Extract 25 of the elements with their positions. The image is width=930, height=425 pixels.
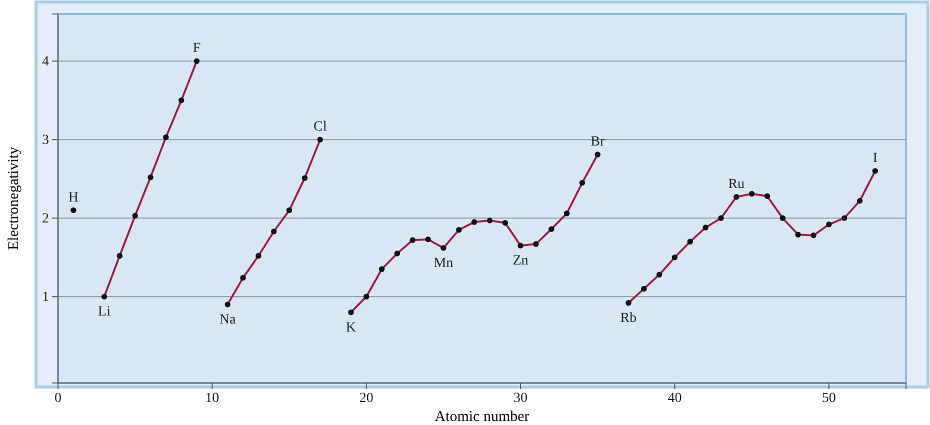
y-tick-label: 3 <box>42 133 49 148</box>
point <box>70 207 76 214</box>
annotation: Cl <box>313 120 327 135</box>
y-tick-label: 4 <box>42 54 49 70</box>
annotation: H <box>68 190 78 206</box>
annotation: Li <box>98 304 111 320</box>
annotation: Br <box>590 134 605 150</box>
x-axis-title: Atomic number <box>434 409 530 425</box>
annotation: Mn <box>434 256 454 271</box>
annotation: F <box>192 41 201 56</box>
y-axis-title: Electronegativity <box>6 146 22 250</box>
annotation: Ru <box>728 176 745 192</box>
annotation: Na <box>219 312 237 328</box>
x-tick-label: 30 <box>514 390 528 406</box>
annotation: K <box>346 320 356 336</box>
x-tick-label: 50 <box>822 390 836 406</box>
x-tick-label: 0 <box>54 390 62 406</box>
y-tick-label: 2 <box>42 212 49 227</box>
annotation: Zn <box>512 254 528 269</box>
y-tick-label: 1 <box>42 290 49 306</box>
x-tick-label: 20 <box>359 390 374 406</box>
x-tick-label: 40 <box>668 390 682 406</box>
annotation: Rb <box>620 310 637 326</box>
x-tick-label: 10 <box>205 390 220 406</box>
annotation: I <box>872 151 878 166</box>
